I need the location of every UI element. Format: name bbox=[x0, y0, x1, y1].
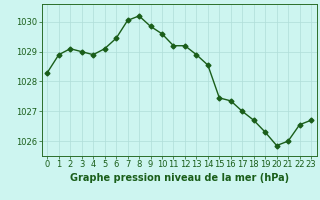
X-axis label: Graphe pression niveau de la mer (hPa): Graphe pression niveau de la mer (hPa) bbox=[70, 173, 289, 183]
